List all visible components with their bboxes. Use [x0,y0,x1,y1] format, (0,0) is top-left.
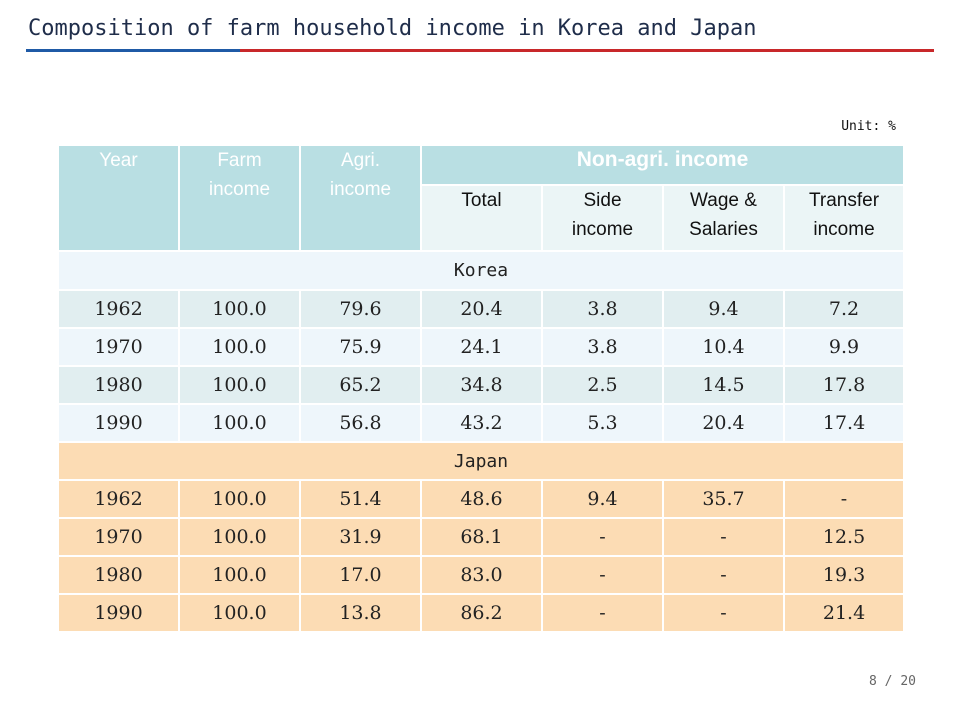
table-cell: 17.8 [782,365,906,405]
table-cell: 1990 [57,403,180,443]
table-cell: 21.4 [782,593,906,633]
slide-title: Composition of farm household income in … [28,16,757,41]
table-cell: 48.6 [420,479,543,519]
unit-label: Unit: % [841,119,896,134]
table-cell: 9.4 [541,479,664,519]
table-cell: 35.7 [662,479,785,519]
table-cell: 56.8 [299,403,422,443]
table-row: 1970 100.0 31.9 68.1- -12.5 [57,517,906,557]
section-row-korea: Korea [56,250,906,291]
table-cell: 1990 [57,593,180,633]
header-transfer-income-label: Transfer income [808,190,880,240]
table-cell: 20.4 [420,289,543,329]
table-row: 1970 100.0 75.9 24.1 3.8 10.4 9.9 [57,327,906,367]
header-non-agri-income: Non-agri. income [419,144,906,186]
table-row: 1962 100.0 51.4 48.6 9.4 35.7- [57,479,906,519]
table-cell: - [782,479,906,519]
section-row-japan: Japan [56,441,906,481]
table-cell: 2.5 [541,365,664,405]
table-cell: 7.2 [782,289,906,329]
table-row: 1980 100.0 65.2 34.8 2.5 14.5 17.8 [57,365,906,405]
table-row: 1990 100.0 56.8 43.2 5.3 20.4 17.4 [57,403,906,443]
table-cell: 1980 [57,555,180,595]
table-cell: 100.0 [178,365,301,405]
table-cell: 68.1 [420,517,543,557]
header-agri-income: Agri. income [299,144,422,252]
table-cell: 100.0 [178,403,301,443]
table-cell: 83.0 [420,555,543,595]
table-row: 1980 100.0 17.0 83.0- -19.3 [57,555,906,595]
title-underline [26,49,934,52]
table-cell: 13.8 [299,593,422,633]
table-cell: 51.4 [299,479,422,519]
table-cell: 86.2 [420,593,543,633]
header-row-main: Year Farm income Agri. income Non-agri. … [57,144,906,252]
table-cell: - [662,593,785,633]
table-cell: 12.5 [782,517,906,557]
table-cell: 3.8 [541,289,664,329]
table-cell: 19.3 [782,555,906,595]
header-year: Year [57,144,180,252]
table-cell: 9.9 [782,327,906,367]
header-row-sub: Total Side income Wage & Salaries Transf… [58,184,906,252]
section-label: Korea [56,250,906,291]
page-number: 8 / 20 [869,674,916,689]
table-cell: 100.0 [178,479,301,519]
table-cell: 17.4 [782,403,906,443]
table-cell: 43.2 [420,403,543,443]
table-cell: 24.1 [420,327,543,367]
table-row: 1962 100.0 79.6 20.4 3.8 9.4 7.2 [57,289,906,329]
table-cell: 20.4 [662,403,785,443]
table-cell: 100.0 [178,593,301,633]
section-label: Japan [56,441,906,481]
table-cell: 75.9 [299,327,422,367]
table-cell: 100.0 [178,555,301,595]
header-wage-salaries-label: Wage & Salaries [689,190,758,240]
header-side-income: Side income [541,184,664,252]
table-cell: 5.3 [541,403,664,443]
table-cell: 1980 [57,365,180,405]
header-wage-salaries: Wage & Salaries [662,184,785,252]
table-cell: 1970 [57,327,180,367]
table-cell: 65.2 [299,365,422,405]
header-transfer-income: Transfer income [782,184,906,252]
table-cell: 10.4 [662,327,785,367]
header-farm-income: Farm income [178,144,301,252]
header-total: Total [420,184,543,252]
income-table: Year Farm income Agri. income Non-agri. … [56,144,906,633]
table-cell: 100.0 [178,289,301,329]
table-cell: - [662,517,785,557]
table-row: 1990 100.0 13.8 86.2- -21.4 [57,593,906,633]
table-cell: 100.0 [178,327,301,367]
table-cell: 1962 [57,479,180,519]
table-cell: 9.4 [662,289,785,329]
table-cell: - [541,593,664,633]
table-cell: - [662,555,785,595]
table-cell: 14.5 [662,365,785,405]
table-cell: 79.6 [299,289,422,329]
table-cell: 1970 [57,517,180,557]
header-farm-income-label: Farm income [208,150,271,200]
table-cell: 17.0 [299,555,422,595]
table-cell: 34.8 [420,365,543,405]
table-cell: 1962 [57,289,180,329]
table-cell: 31.9 [299,517,422,557]
table-cell: 3.8 [541,327,664,367]
header-agri-income-label: Agri. income [329,150,392,200]
header-side-income-label: Side income [571,190,634,240]
table-cell: - [541,517,664,557]
table-cell: - [541,555,664,595]
table-cell: 100.0 [178,517,301,557]
